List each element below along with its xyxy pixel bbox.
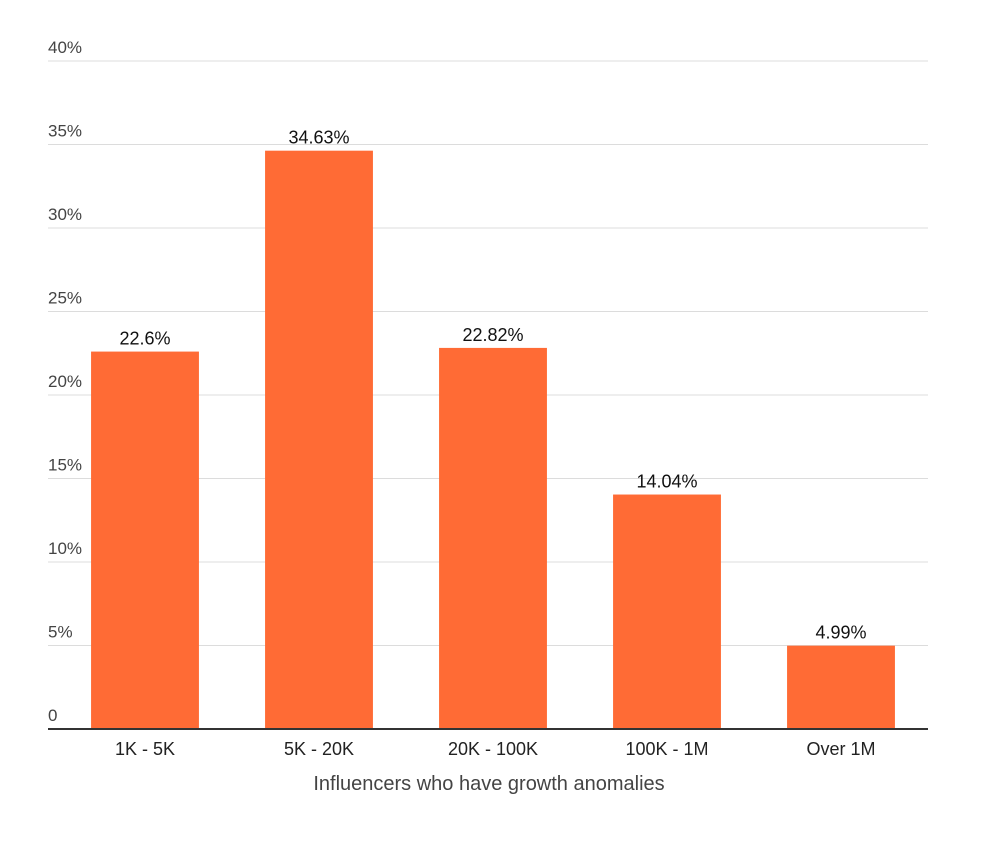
- data-label: 14.04%: [636, 472, 697, 492]
- x-tick-label: Over 1M: [806, 739, 875, 759]
- y-tick-label: 0: [48, 706, 57, 725]
- y-tick-label: 25%: [48, 289, 82, 308]
- bar: [265, 150, 373, 729]
- bar: [91, 351, 199, 729]
- x-tick-label: 1K - 5K: [115, 739, 175, 759]
- y-axis-ticks: 0 5% 10% 15% 20% 25% 30% 35% 40%: [48, 38, 82, 725]
- data-label: 22.82%: [462, 325, 523, 345]
- y-tick-label: 10%: [48, 539, 82, 558]
- y-tick-label: 35%: [48, 122, 82, 141]
- data-label: 22.6%: [119, 329, 170, 349]
- x-tick-label: 5K - 20K: [284, 739, 354, 759]
- x-axis-ticks: 1K - 5K 5K - 20K 20K - 100K 100K - 1M Over 1…: [115, 739, 876, 759]
- bar: [787, 645, 895, 729]
- data-labels: 22.6% 34.63% 22.82% 14.04% 4.99%: [119, 128, 866, 643]
- data-label: 34.63%: [288, 128, 349, 148]
- bar: [439, 347, 547, 729]
- data-label: 4.99%: [815, 623, 866, 643]
- x-tick-label: 20K - 100K: [448, 739, 538, 759]
- y-tick-label: 15%: [48, 456, 82, 475]
- y-tick-label: 5%: [48, 623, 73, 642]
- x-tick-label: 100K - 1M: [625, 739, 708, 759]
- bars: [91, 150, 895, 729]
- y-tick-label: 30%: [48, 205, 82, 224]
- y-tick-label: 40%: [48, 38, 82, 57]
- y-tick-label: 20%: [48, 372, 82, 391]
- bar: [613, 494, 721, 729]
- x-axis-title: Influencers who have growth anomalies: [313, 773, 664, 795]
